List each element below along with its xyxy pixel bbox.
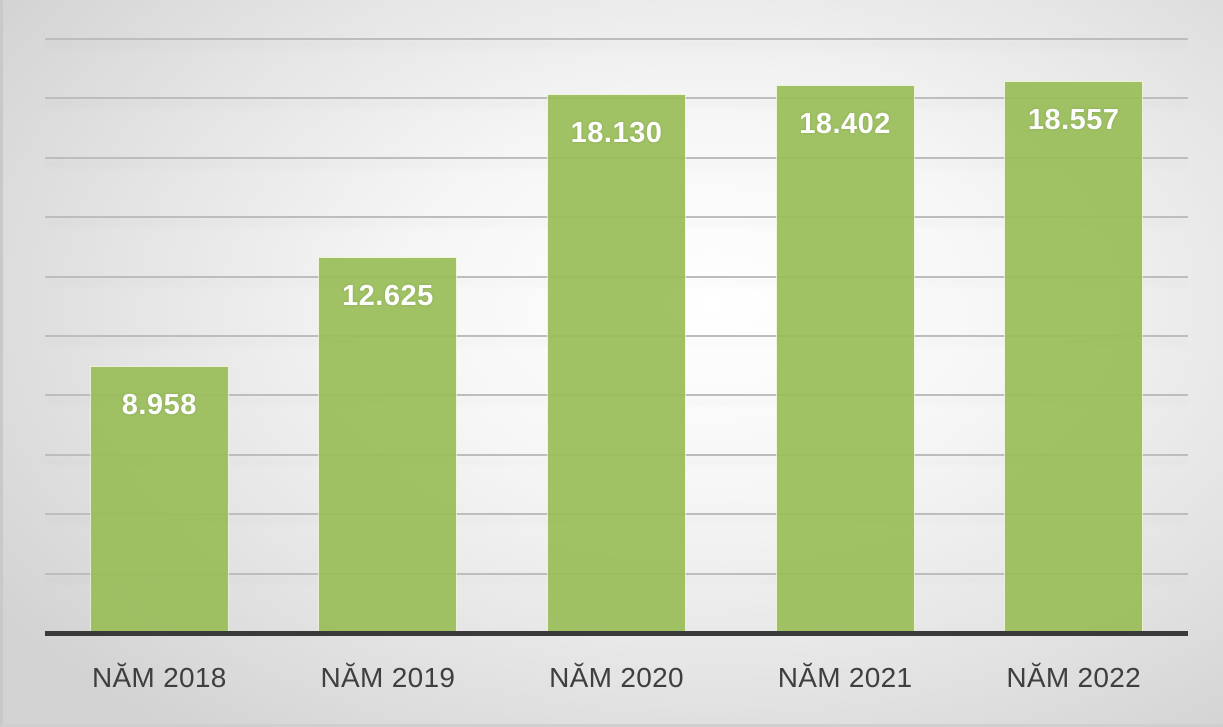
category-label: NĂM 2022 <box>1006 662 1142 693</box>
category-label: NĂM 2021 <box>777 662 913 693</box>
bar-value-label: 18.557 <box>1027 103 1120 136</box>
bar-năm-2018: 8.958 <box>90 366 228 633</box>
category-label: NĂM 2019 <box>320 662 456 693</box>
bar-năm-2021: 18.402 <box>776 86 914 633</box>
bar-năm-2020: 18.130 <box>548 94 685 633</box>
category-label: NĂM 2018 <box>91 662 227 693</box>
category-label: NĂM 2020 <box>549 662 684 693</box>
plot-area: 8.958 NĂM 2018 12.625 NĂM 2019 18.130 NĂM 202… <box>45 0 1188 727</box>
bar-value-label: 18.130 <box>570 116 663 149</box>
x-axis-line <box>45 631 1188 636</box>
bar-value-label: 18.402 <box>799 108 891 141</box>
gridline <box>45 38 1188 40</box>
bar-năm-2019: 12.625 <box>319 258 457 633</box>
bar-value-label: 12.625 <box>342 280 434 313</box>
bar-value-label: 8.958 <box>121 388 197 421</box>
bar-năm-2022: 18.557 <box>1005 81 1143 633</box>
